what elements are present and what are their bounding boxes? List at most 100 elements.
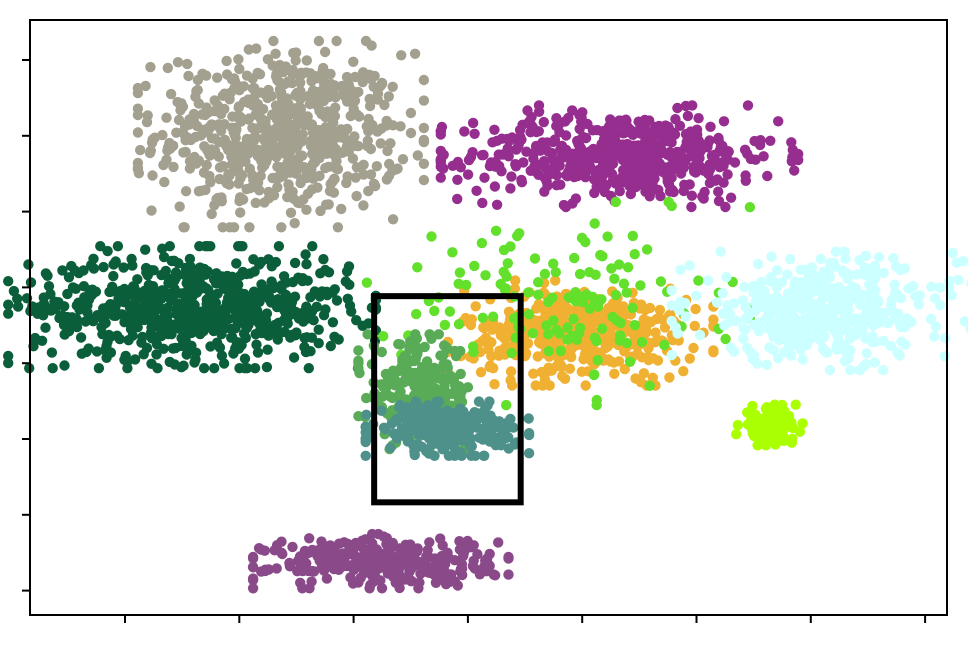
data-point — [711, 297, 723, 308]
data-point — [314, 105, 325, 117]
data-point — [255, 170, 266, 182]
data-point — [311, 136, 323, 147]
data-point — [758, 151, 769, 162]
data-point — [222, 278, 233, 290]
data-point — [38, 292, 49, 303]
data-point — [462, 169, 474, 180]
data-point — [225, 287, 236, 298]
data-point — [410, 396, 421, 407]
data-point — [873, 252, 885, 263]
data-point — [303, 91, 314, 103]
data-point — [363, 121, 374, 132]
data-point — [662, 149, 673, 160]
data-point — [235, 270, 246, 281]
data-point — [822, 303, 833, 315]
data-point — [231, 258, 242, 269]
data-point — [172, 57, 184, 68]
data-point — [264, 291, 275, 303]
data-point — [858, 361, 869, 372]
data-point — [381, 120, 392, 131]
data-point — [577, 297, 589, 308]
data-point — [629, 320, 641, 331]
data-point — [439, 319, 451, 331]
data-point — [578, 152, 589, 163]
data-point — [288, 47, 299, 59]
data-point — [630, 373, 641, 384]
data-point — [314, 96, 326, 108]
data-point — [437, 540, 448, 551]
data-point — [420, 380, 431, 392]
data-point — [831, 320, 843, 331]
data-point — [789, 336, 800, 348]
data-point — [551, 113, 562, 124]
data-point — [628, 158, 639, 169]
data-point — [789, 165, 800, 176]
data-point — [504, 135, 515, 146]
data-point — [284, 561, 296, 572]
data-point — [624, 180, 635, 192]
data-point — [185, 327, 197, 339]
data-point — [276, 222, 287, 233]
data-point — [740, 175, 751, 186]
data-point — [184, 253, 196, 265]
data-point — [409, 420, 420, 431]
data-point — [399, 351, 410, 362]
data-point — [929, 293, 941, 304]
data-point — [503, 151, 514, 162]
scatter-points — [3, 35, 968, 594]
data-point — [672, 328, 683, 339]
data-point — [306, 119, 318, 130]
data-point — [740, 324, 751, 335]
data-point — [418, 136, 430, 147]
data-point — [776, 421, 787, 432]
data-point — [567, 105, 578, 116]
data-point — [555, 345, 566, 357]
data-point — [824, 272, 836, 283]
data-point — [361, 392, 372, 404]
data-point — [580, 172, 591, 183]
data-point — [376, 346, 387, 358]
data-point — [327, 287, 338, 298]
data-point — [122, 363, 133, 374]
data-point — [647, 353, 659, 364]
data-point — [613, 356, 625, 367]
data-point — [589, 218, 600, 229]
data-point — [118, 262, 129, 273]
data-point — [782, 269, 793, 280]
data-point — [177, 101, 189, 113]
data-point — [332, 222, 344, 233]
data-point — [684, 353, 695, 364]
data-point — [365, 143, 377, 155]
data-point — [209, 363, 220, 374]
data-point — [416, 560, 427, 571]
data-point — [878, 335, 889, 347]
data-point — [376, 379, 387, 390]
data-point — [201, 70, 212, 81]
data-point — [860, 250, 872, 261]
data-point — [307, 241, 318, 252]
data-point — [693, 113, 704, 124]
data-point — [367, 528, 378, 540]
data-point — [272, 331, 283, 342]
data-point — [132, 87, 144, 99]
data-point — [605, 356, 616, 367]
data-point — [505, 183, 516, 194]
data-point — [624, 356, 636, 367]
data-point — [430, 577, 442, 588]
data-point — [256, 155, 267, 167]
data-point — [503, 443, 514, 454]
data-point — [469, 128, 480, 139]
data-point — [455, 435, 467, 446]
data-point — [325, 68, 336, 80]
data-point — [368, 178, 380, 189]
data-point — [505, 375, 516, 386]
data-point — [485, 157, 497, 168]
data-point — [289, 257, 301, 269]
data-point — [432, 373, 443, 384]
data-point — [643, 150, 654, 161]
data-point — [742, 100, 754, 111]
data-point — [395, 386, 406, 397]
data-point — [870, 305, 881, 316]
data-point — [752, 440, 763, 451]
data-point — [295, 150, 306, 161]
